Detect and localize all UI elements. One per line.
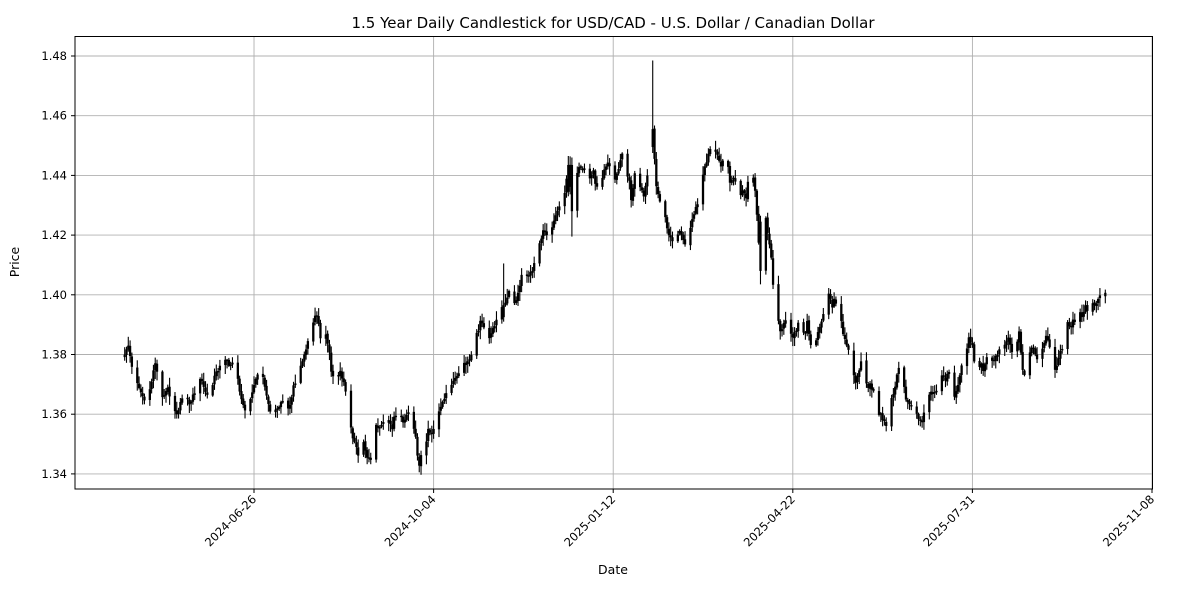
y-tick-label: 1.34 xyxy=(41,467,67,481)
grid-layer xyxy=(75,36,1153,489)
y-tick-label: 1.40 xyxy=(41,288,67,302)
y-tick-label: 1.44 xyxy=(41,168,67,182)
chart-title: 1.5 Year Daily Candlestick for USD/CAD -… xyxy=(351,14,875,32)
y-axis-label: Price xyxy=(7,246,22,277)
x-axis-label: Date xyxy=(598,562,628,577)
x-tick-label: 2025-11-08 xyxy=(1100,492,1157,549)
y-tick-label: 1.48 xyxy=(41,49,67,63)
y-tick-label: 1.38 xyxy=(41,348,67,362)
x-tick-label: 2024-10-04 xyxy=(382,492,439,549)
y-tick-label: 1.36 xyxy=(41,407,67,421)
tick-marks xyxy=(71,55,1153,493)
candlestick-bars xyxy=(123,60,1107,475)
y-tick-label: 1.46 xyxy=(41,109,67,123)
x-tick-label: 2025-04-22 xyxy=(741,492,798,549)
x-tick-label: 2025-01-12 xyxy=(561,492,618,549)
y-tick-label: 1.42 xyxy=(41,228,67,242)
x-tick-label: 2024-06-26 xyxy=(202,492,259,549)
x-tick-label: 2025-07-31 xyxy=(920,492,977,549)
plot-border xyxy=(74,36,1153,490)
